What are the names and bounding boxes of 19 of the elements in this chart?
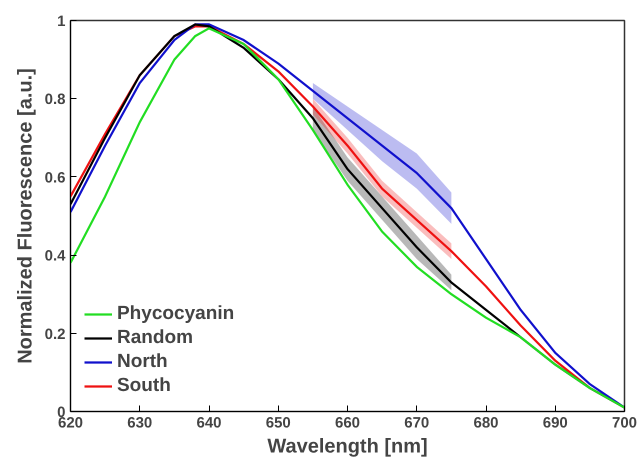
x-tick-label: 670 [404, 414, 430, 432]
y-tick-label: 0.4 [44, 248, 66, 265]
legend-label: South [117, 375, 171, 397]
x-tick-label: 690 [542, 414, 568, 432]
y-tick-label: 0.8 [44, 91, 66, 108]
y-axis-title: Normalized Fluorescence [a.u.] [14, 68, 37, 364]
x-tick-label: 640 [196, 414, 222, 432]
y-tick-label: 0.6 [44, 169, 66, 186]
legend-label: North [117, 351, 168, 373]
x-tick-label: 650 [266, 414, 291, 432]
x-tick-label: 660 [334, 414, 360, 432]
y-tick-label: 1 [57, 13, 66, 30]
y-tick-label: 0.2 [44, 326, 66, 343]
x-tick-label: 700 [612, 414, 638, 432]
x-tick-label: 680 [473, 414, 499, 432]
x-axis-title: Wavelength [nm] [267, 436, 428, 458]
x-tick-label: 630 [127, 414, 152, 432]
legend-label: Phycocyanin [117, 303, 234, 325]
legend-label: Random [117, 327, 193, 349]
